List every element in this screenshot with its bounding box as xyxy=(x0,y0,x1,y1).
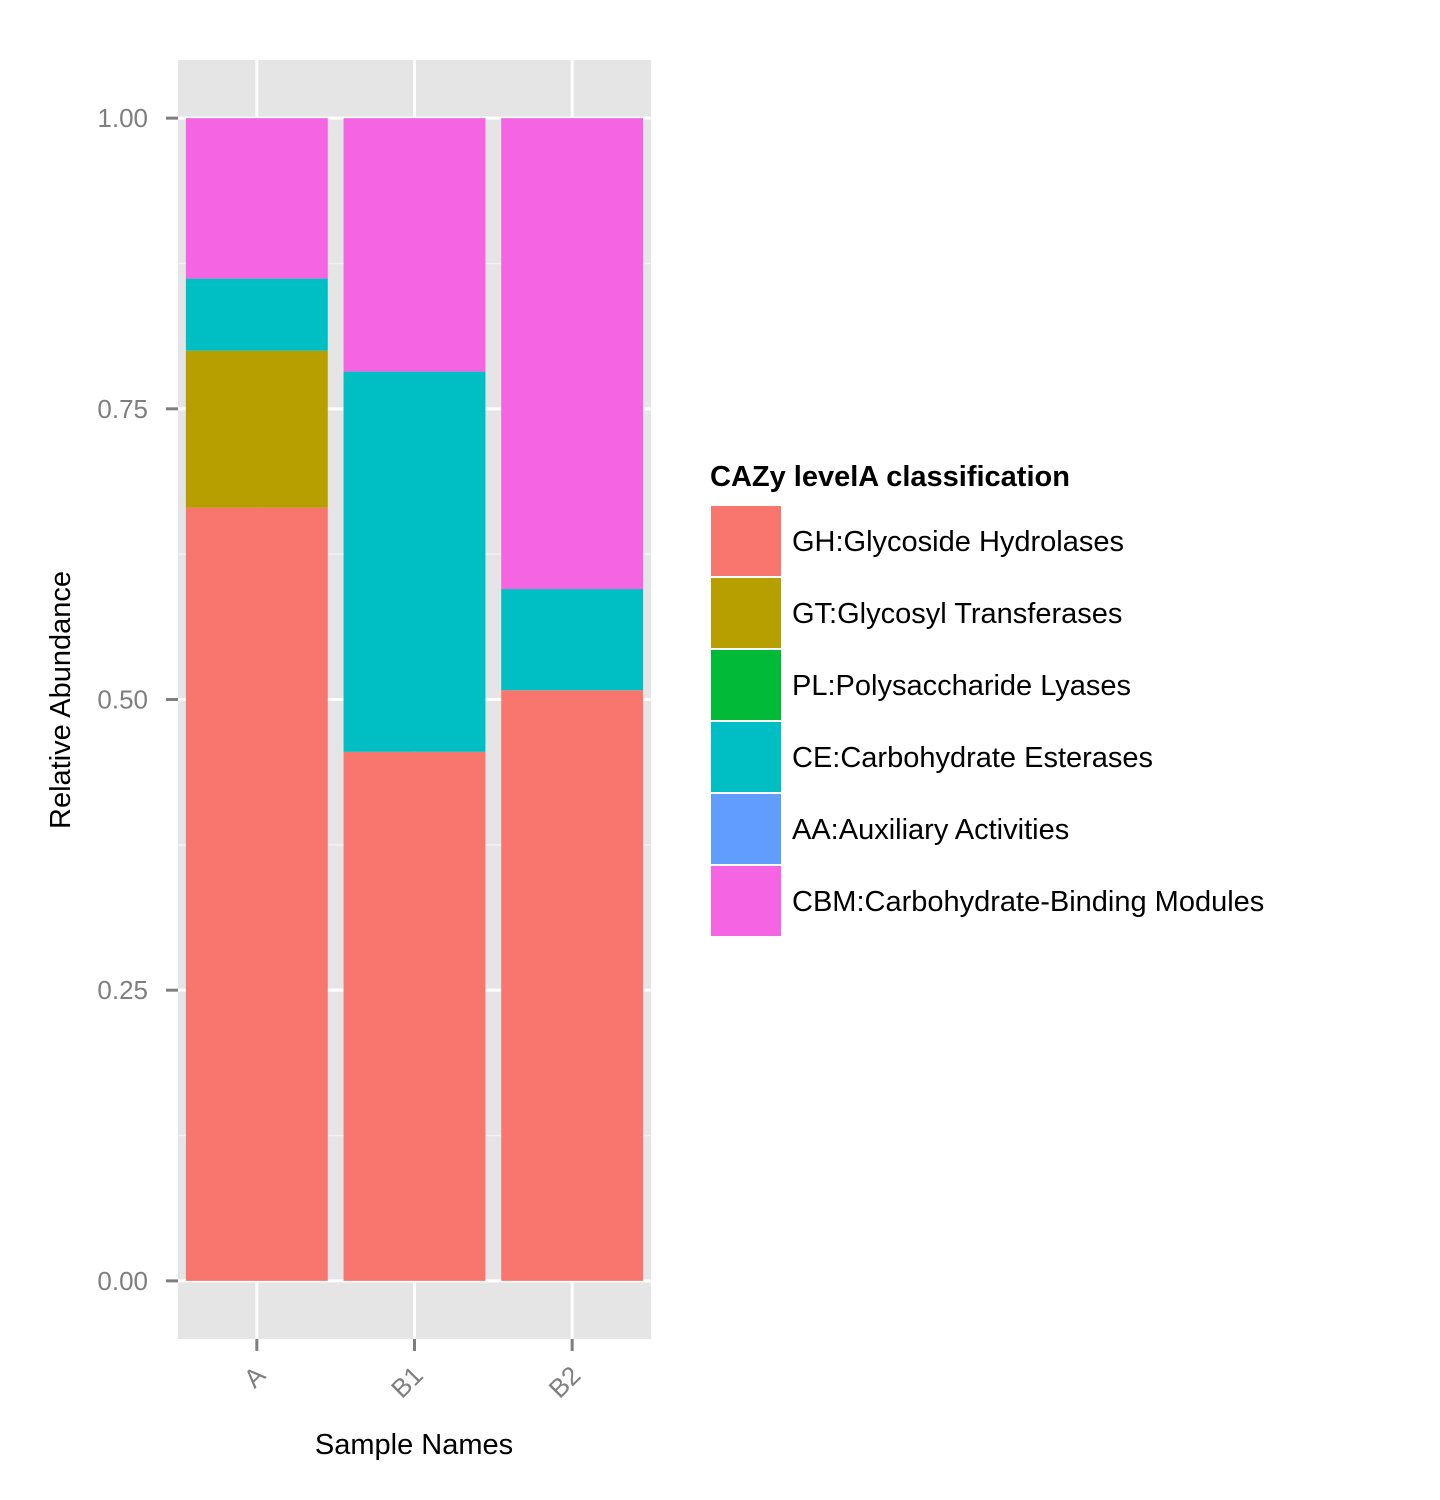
legend-key xyxy=(709,864,783,938)
y-tick-label: 0.00 xyxy=(97,1266,148,1296)
legend-label: PL:Polysaccharide Lyases xyxy=(792,670,1131,702)
x-axis: A B1 B2 xyxy=(238,1339,587,1404)
legend-label: CBM:Carbohydrate-Binding Modules xyxy=(792,886,1264,918)
bar-segment xyxy=(501,589,644,691)
bar-segment xyxy=(185,118,328,279)
x-axis-title: Sample Names xyxy=(315,1429,513,1461)
legend-key xyxy=(709,504,783,578)
y-axis: 0.00 0.25 0.50 0.75 1.00 xyxy=(97,103,178,1296)
legend-label: AA:Auxiliary Activities xyxy=(792,814,1069,846)
bar-segment xyxy=(501,690,644,1281)
legend-label: GT:Glycosyl Transferases xyxy=(792,598,1122,630)
bar-segment xyxy=(185,278,328,351)
bar-segment xyxy=(501,118,644,590)
x-tick-label: B1 xyxy=(385,1360,429,1404)
legend-key xyxy=(709,792,783,866)
legend-key xyxy=(709,648,783,722)
legend: CAZy levelA classification GH:Glycoside … xyxy=(709,461,1264,938)
bars xyxy=(185,118,644,1281)
legend-label: CE:Carbohydrate Esterases xyxy=(792,742,1153,774)
bar-segment xyxy=(343,751,486,1281)
y-tick-label: 0.25 xyxy=(97,975,148,1005)
legend-label: GH:Glycoside Hydrolases xyxy=(792,526,1124,558)
bar-segment xyxy=(185,350,328,508)
bar-segment xyxy=(185,507,328,1281)
y-tick-label: 0.75 xyxy=(97,394,148,424)
legend-key xyxy=(709,576,783,650)
x-tick-label: B2 xyxy=(543,1360,587,1404)
y-tick-label: 1.00 xyxy=(97,103,148,133)
legend-title: CAZy levelA classification xyxy=(710,461,1070,493)
y-tick-label: 0.50 xyxy=(97,685,148,715)
x-tick-label: A xyxy=(238,1360,272,1394)
bar-segment xyxy=(343,118,486,372)
legend-key xyxy=(709,720,783,794)
bar-segment xyxy=(343,371,486,752)
y-axis-title: Relative Abundance xyxy=(45,571,77,829)
